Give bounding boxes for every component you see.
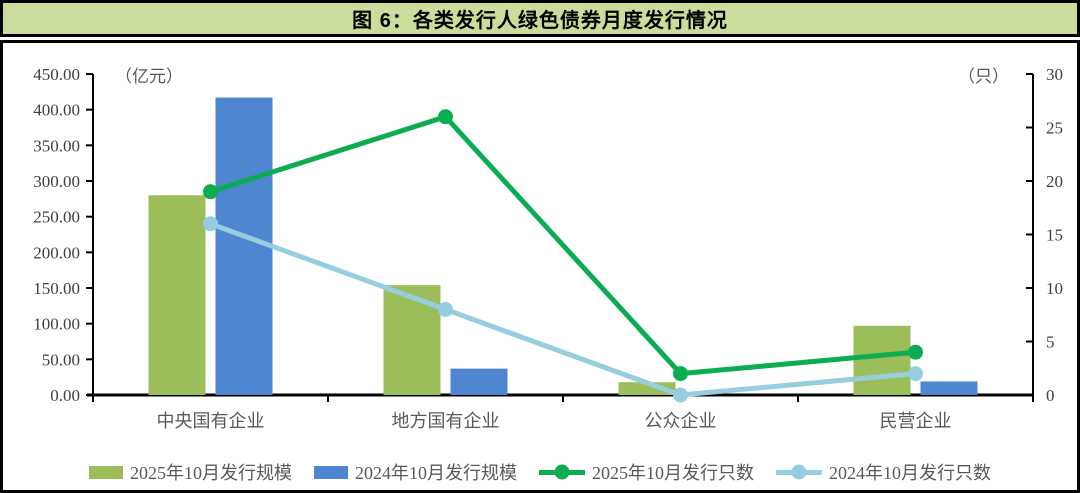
legend-dot-green: [554, 464, 570, 480]
bar-2025年10月发行规模: [148, 195, 206, 395]
point-2024年10月发行只数: [438, 301, 453, 317]
left-axis-tick-label: 450.00: [33, 65, 80, 84]
chart-svg: 0.00 50.00 100.00 150.00 200.00 250.00 300.00 3…: [33, 65, 1063, 431]
legend-label-2024-count: 2024年10月发行只数: [829, 463, 991, 483]
line-2025年10月发行只数: [209, 113, 916, 377]
right-axis-unit-label: （只）: [958, 67, 1009, 86]
right-axis-tick-label: 20: [1046, 172, 1063, 191]
point-2025年10月发行只数: [438, 109, 453, 125]
chart-box: 0.00 50.00 100.00 150.00 200.00 250.00 300.00 3…: [0, 40, 1080, 493]
bar-2024年10月发行规模: [215, 97, 273, 395]
left-axis-tick-label: 150.00: [33, 279, 80, 298]
point-2024年10月发行只数: [908, 366, 923, 382]
point-2025年10月发行只数: [673, 366, 688, 382]
left-axis-unit-label: （亿元）: [115, 67, 183, 86]
legend-swatch-lightblue-line: [776, 464, 822, 480]
legend-item-2024-scale: 2024年10月发行规模: [314, 459, 517, 485]
category-label: 地方国有企业: [392, 411, 500, 431]
point-2025年10月发行只数: [203, 184, 218, 200]
legend-dot-lightblue: [791, 464, 807, 480]
legend-label-2025-count: 2025年10月发行只数: [592, 463, 754, 483]
legend-swatch-blue-bar: [314, 465, 348, 479]
category-label: 民营企业: [880, 411, 952, 431]
legend-label-2025-scale: 2025年10月发行规模: [130, 463, 292, 483]
left-axis-tick-label: 350.00: [33, 136, 80, 155]
right-axis-tick-label: 10: [1046, 279, 1063, 298]
point-2025年10月发行只数: [908, 344, 923, 360]
category-label: 公众企业: [645, 411, 717, 431]
left-axis-tick-label: 250.00: [33, 208, 80, 227]
bar-2024年10月发行规模: [450, 368, 508, 395]
legend-swatch-green-line: [539, 464, 585, 480]
bar-2025年10月发行规模: [853, 325, 911, 395]
category-label: 中央国有企业: [157, 411, 265, 431]
point-2024年10月发行只数: [203, 216, 218, 232]
left-axis-tick-label: 0.00: [50, 386, 80, 405]
bar-2025年10月发行规模: [383, 285, 441, 395]
left-axis-tick-label: 200.00: [33, 243, 80, 262]
right-axis-tick-label: 5: [1046, 333, 1055, 352]
left-axis-tick-label: 400.00: [33, 101, 80, 120]
line-2024年10月发行只数: [209, 221, 916, 398]
legend-item-2025-count: 2025年10月发行只数: [539, 459, 754, 485]
left-axis-tick-label: 300.00: [33, 172, 80, 191]
right-axis-tick-label: 0: [1046, 386, 1055, 405]
legend: 2025年10月发行规模 2024年10月发行规模 2025年10月发行只数 2…: [3, 459, 1077, 485]
left-axis-tick-label: 100.00: [33, 315, 80, 334]
right-axis-tick-label: 15: [1046, 226, 1063, 245]
left-axis-tick-label: 50.00: [42, 350, 80, 369]
legend-item-2025-scale: 2025年10月发行规模: [89, 459, 292, 485]
chart-title-bar: 图 6：各类发行人绿色债券月度发行情况: [0, 0, 1080, 37]
bar-2024年10月发行规模: [920, 381, 978, 395]
legend-swatch-green-bar: [89, 465, 123, 479]
legend-label-2024-scale: 2024年10月发行规模: [355, 463, 517, 483]
point-2024年10月发行只数: [673, 387, 688, 403]
right-axis-tick-label: 30: [1046, 65, 1063, 84]
right-axis-tick-label: 25: [1046, 119, 1063, 138]
chart-title: 图 6：各类发行人绿色债券月度发行情况: [352, 10, 728, 32]
legend-item-2024-count: 2024年10月发行只数: [776, 459, 991, 485]
